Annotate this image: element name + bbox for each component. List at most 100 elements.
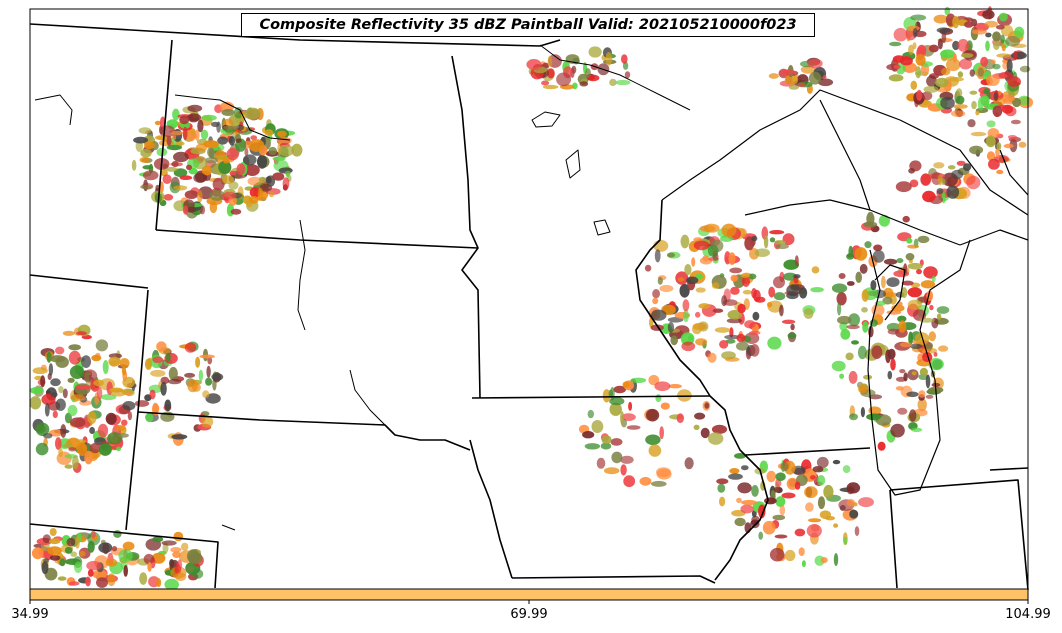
- paintball-blob-771: [920, 280, 936, 289]
- paintball-blob-1168: [621, 54, 628, 64]
- sd-ne-border: [137, 411, 471, 451]
- paintball-blob-790: [925, 394, 934, 399]
- paintball-blob-354: [76, 331, 87, 336]
- paintball-blob-464: [152, 356, 164, 363]
- paintball-blob-1245: [584, 443, 601, 450]
- paintball-blob-1306: [781, 492, 796, 499]
- paintball-blob-639: [752, 311, 760, 321]
- paintball-blob-559: [172, 551, 182, 558]
- paintball-blob-332: [50, 392, 58, 398]
- paintball-blob-363: [117, 433, 129, 438]
- paintball-blob-687: [769, 237, 776, 243]
- paintball-blob-1380: [936, 188, 944, 195]
- paintball-blob-74: [197, 190, 203, 203]
- paintball-blob-968: [969, 90, 978, 95]
- paintball-blob-1039: [977, 67, 985, 78]
- paintball-blob-941: [952, 40, 960, 51]
- paintball-blob-1075: [982, 9, 995, 20]
- paintball-blob-394: [60, 424, 67, 438]
- paintball-blob-1323: [736, 497, 742, 503]
- paintball-blob-902: [858, 384, 868, 394]
- paintball-blob-723: [774, 240, 786, 245]
- paintball-blob-178: [171, 160, 179, 168]
- paintball-blob-796: [936, 306, 950, 314]
- paintball-blob-1273: [842, 465, 851, 474]
- paintball-blob-347: [35, 422, 50, 436]
- paintball-blob-1296: [825, 516, 836, 521]
- paintball-blob-577: [118, 549, 133, 563]
- paintball-blob-1219: [704, 402, 710, 409]
- paintball-blob-1045: [952, 53, 957, 63]
- paintball-blob-1234: [601, 435, 612, 444]
- paintball-blob-515: [64, 546, 73, 554]
- paintball-blob-231: [208, 147, 215, 159]
- paintball-blob-895: [861, 289, 869, 302]
- paintball-blob-703: [680, 234, 690, 249]
- paintball-blob-1215: [620, 455, 634, 464]
- paintball-blob-192: [236, 163, 246, 175]
- paintball-blob-425: [164, 399, 172, 412]
- paintball-blob-698: [724, 334, 740, 340]
- paintball-blob-266: [102, 360, 109, 374]
- paintball-blob-856: [854, 247, 868, 261]
- paintball-blob-964: [908, 44, 914, 55]
- paintball-blob-1027: [984, 20, 998, 28]
- paintball-blob-1230: [668, 384, 682, 389]
- paintball-blob-462: [156, 341, 167, 352]
- paintball-blob-873: [905, 253, 915, 261]
- paintball-blob-259: [216, 121, 221, 133]
- paintball-blob-470: [150, 369, 166, 377]
- paintball-blob-219: [182, 205, 189, 215]
- paintball-blob-1320: [833, 553, 839, 566]
- paintball-blob-165: [157, 135, 167, 141]
- paintball-blob-378: [116, 446, 122, 452]
- paintball-blob-1308: [774, 534, 788, 539]
- paintball-blob-1061: [926, 75, 937, 87]
- paintball-blob-800: [883, 287, 894, 299]
- lake-canada: [539, 44, 691, 111]
- paintball-blob-568: [173, 531, 184, 542]
- paintball-blob-832: [837, 315, 852, 325]
- paintball-blob-1205: [587, 409, 594, 419]
- paintball-blob-726: [667, 252, 675, 258]
- paintball-blob-1130: [624, 71, 631, 79]
- paintball-blob-1156: [622, 61, 629, 70]
- paintball-blob-1369: [908, 168, 915, 174]
- paintball-blob-685: [726, 318, 743, 324]
- paintball-blob-819: [871, 345, 883, 360]
- paintball-blob-655: [694, 273, 704, 280]
- paintball-blob-208: [285, 170, 291, 175]
- paintball-blob-1117: [1001, 104, 1014, 114]
- nd-mn-border: [451, 55, 481, 399]
- paintball-blob-153: [187, 104, 203, 112]
- paintball-blob-1363: [933, 162, 945, 169]
- paintball-blob-1182: [807, 58, 823, 69]
- paintball-blob-695: [799, 287, 808, 299]
- paintball-blob-642: [702, 255, 709, 262]
- paintball-blob-1189: [788, 85, 800, 90]
- paintball-blob-198: [224, 128, 236, 133]
- paintball-blob-1229: [600, 442, 612, 450]
- paintball-blob-1379: [922, 190, 936, 203]
- paintball-blob-382: [75, 439, 87, 444]
- paintball-blob-1280: [766, 470, 777, 483]
- paintball-blob-637: [695, 287, 706, 293]
- paintball-blob-1195: [797, 82, 806, 88]
- paintball-blob-1158: [588, 46, 602, 58]
- paintball-blob-329: [89, 442, 101, 454]
- paintball-blob-1050: [992, 31, 1001, 42]
- paintball-blob-1202: [626, 425, 641, 430]
- paintball-blob-1155: [615, 79, 631, 86]
- paintball-blob-889: [857, 345, 867, 360]
- mn-wi-border: [635, 199, 711, 397]
- paintball-blob-71: [184, 190, 199, 200]
- paintball-blob-848: [878, 214, 891, 227]
- paintball-blob-238: [258, 176, 266, 184]
- paintball-blob-840: [883, 258, 898, 265]
- paintball-blob-896: [911, 371, 917, 376]
- paintball-blob-1300: [853, 502, 858, 507]
- paintball-blob-632: [803, 308, 814, 319]
- paintball-blob-994: [957, 71, 964, 78]
- nd-sd-border: [155, 229, 479, 249]
- paintball-blob-532: [96, 577, 108, 588]
